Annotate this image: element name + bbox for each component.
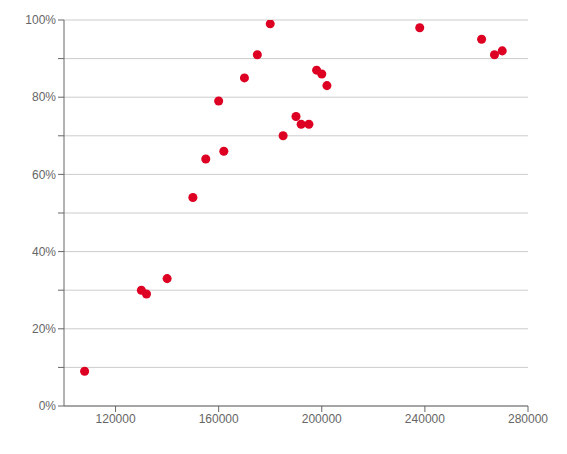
svg-text:100%: 100%	[25, 13, 56, 27]
svg-text:60%: 60%	[32, 168, 56, 182]
svg-text:240000: 240000	[405, 412, 445, 426]
svg-text:0%: 0%	[39, 399, 57, 413]
svg-text:80%: 80%	[32, 90, 56, 104]
svg-text:40%: 40%	[32, 245, 56, 259]
svg-text:200000: 200000	[302, 412, 342, 426]
svg-text:160000: 160000	[199, 412, 239, 426]
svg-text:120000: 120000	[96, 412, 136, 426]
svg-text:280000: 280000	[508, 412, 548, 426]
svg-text:20%: 20%	[32, 322, 56, 336]
